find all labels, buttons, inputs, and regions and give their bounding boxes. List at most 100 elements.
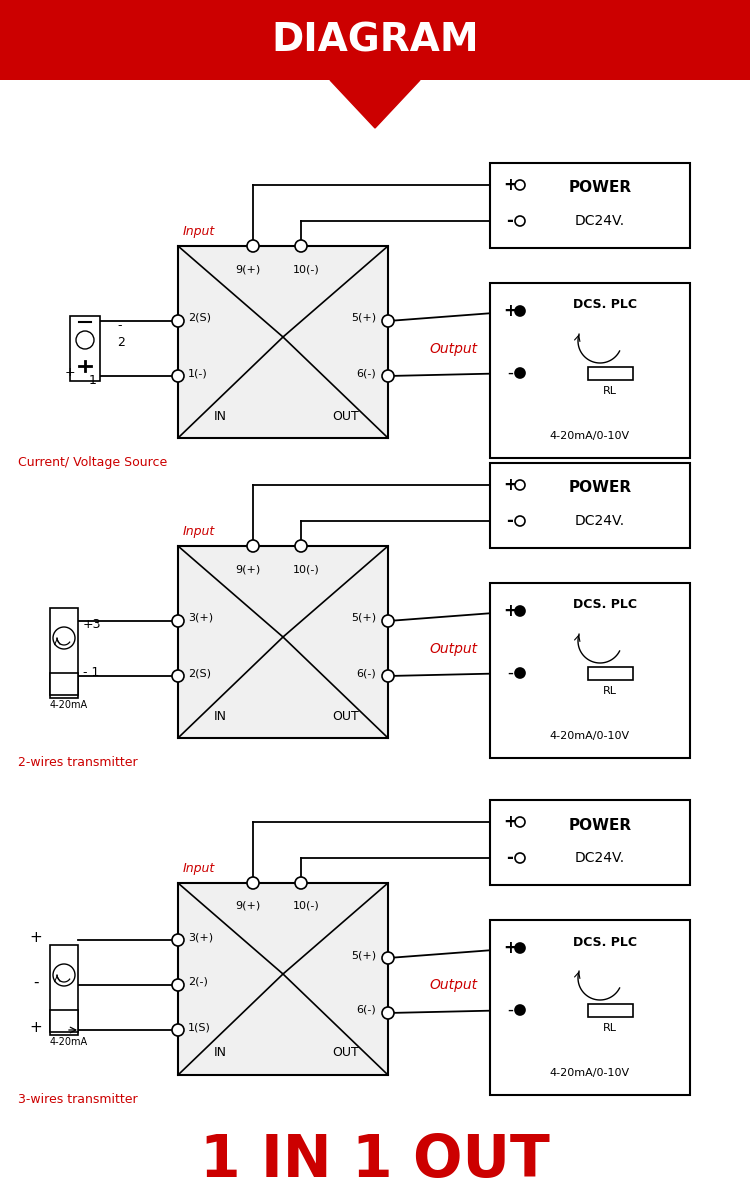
Bar	[587, 667, 632, 680]
Polygon shape	[330, 80, 420, 129]
Text: IN: IN	[214, 410, 226, 423]
Text: 6(-): 6(-)	[356, 368, 376, 378]
Circle shape	[515, 1005, 525, 1015]
Text: OUT: OUT	[333, 410, 359, 423]
Text: 10(-): 10(-)	[292, 264, 320, 274]
Text: -: -	[507, 664, 513, 682]
Text: 2(-): 2(-)	[188, 976, 208, 987]
Text: 4-20mA/0-10V: 4-20mA/0-10V	[550, 731, 630, 741]
Text: +: +	[503, 476, 517, 494]
Text: Current/ Voltage Source: Current/ Voltage Source	[18, 456, 167, 470]
Circle shape	[247, 877, 259, 889]
Text: DC24V.: DC24V.	[575, 852, 625, 865]
Text: +: +	[503, 177, 517, 195]
Circle shape	[515, 180, 525, 190]
Text: 1: 1	[89, 374, 97, 387]
Circle shape	[382, 615, 394, 627]
Text: -: -	[507, 1000, 513, 1018]
Bar	[490, 163, 690, 247]
Text: - 1: - 1	[83, 667, 99, 680]
Circle shape	[515, 607, 525, 616]
Bar	[0, 0, 750, 80]
Text: POWER: POWER	[568, 818, 632, 832]
Text: OUT: OUT	[333, 710, 359, 723]
Circle shape	[515, 943, 525, 954]
Bar	[490, 920, 690, 1095]
Text: 9(+): 9(+)	[236, 264, 261, 274]
Text: +: +	[503, 602, 517, 620]
Circle shape	[172, 615, 184, 627]
Text: DC24V.: DC24V.	[575, 214, 625, 228]
Text: 6(-): 6(-)	[356, 668, 376, 679]
Text: -: -	[117, 319, 122, 333]
Text: OUT: OUT	[333, 1046, 359, 1059]
Text: +: +	[503, 301, 517, 319]
Text: 5(+): 5(+)	[351, 950, 376, 960]
Circle shape	[295, 877, 307, 889]
Circle shape	[382, 370, 394, 382]
Circle shape	[172, 315, 184, 327]
Text: 2-wires transmitter: 2-wires transmitter	[18, 755, 138, 769]
Text: -: -	[33, 974, 39, 990]
Bar	[50, 673, 78, 695]
Text: DC24V.: DC24V.	[575, 514, 625, 528]
Text: RL: RL	[603, 686, 617, 697]
Text: Input: Input	[183, 225, 215, 238]
Circle shape	[382, 952, 394, 964]
Text: 10(-): 10(-)	[292, 564, 320, 574]
Circle shape	[515, 853, 525, 864]
Circle shape	[515, 368, 525, 378]
Bar	[178, 246, 388, 438]
Text: -: -	[506, 512, 514, 530]
Bar	[490, 800, 690, 885]
Bar	[490, 464, 690, 548]
Text: 3(+): 3(+)	[188, 932, 213, 942]
Text: 4-20mA/0-10V: 4-20mA/0-10V	[550, 1068, 630, 1078]
Bar	[587, 366, 632, 380]
Text: DCS. PLC: DCS. PLC	[573, 299, 637, 311]
Text: +: +	[30, 1020, 42, 1034]
Text: POWER: POWER	[568, 480, 632, 496]
Circle shape	[172, 670, 184, 682]
Bar	[178, 546, 388, 737]
Text: Output: Output	[430, 341, 478, 355]
Circle shape	[515, 516, 525, 526]
Text: 10(-): 10(-)	[292, 901, 320, 912]
Text: DCS. PLC: DCS. PLC	[573, 598, 637, 611]
Text: 9(+): 9(+)	[236, 564, 261, 574]
Bar	[50, 1010, 78, 1032]
Text: IN: IN	[214, 1046, 226, 1059]
Text: 4-20mA: 4-20mA	[50, 700, 88, 710]
Circle shape	[53, 627, 75, 649]
Text: 2(S): 2(S)	[188, 668, 211, 679]
Bar	[587, 1004, 632, 1016]
Bar	[50, 945, 78, 1035]
Circle shape	[515, 668, 525, 679]
Circle shape	[515, 306, 525, 316]
Text: RL: RL	[603, 1023, 617, 1033]
Circle shape	[295, 540, 307, 552]
Text: DIAGRAM: DIAGRAM	[272, 20, 478, 59]
Circle shape	[382, 1006, 394, 1018]
Text: 3-wires transmitter: 3-wires transmitter	[18, 1093, 138, 1106]
Text: 1 IN 1 OUT: 1 IN 1 OUT	[200, 1131, 550, 1189]
Bar	[50, 608, 78, 698]
Text: 5(+): 5(+)	[351, 613, 376, 623]
Text: 5(+): 5(+)	[351, 313, 376, 323]
Text: 2: 2	[117, 336, 124, 349]
Circle shape	[515, 216, 525, 226]
Circle shape	[172, 979, 184, 991]
Circle shape	[515, 817, 525, 827]
Text: 9(+): 9(+)	[236, 901, 261, 912]
Text: POWER: POWER	[568, 180, 632, 196]
Circle shape	[172, 1024, 184, 1036]
Circle shape	[295, 240, 307, 252]
Circle shape	[53, 964, 75, 986]
Bar	[70, 316, 100, 381]
Bar	[178, 883, 388, 1075]
Text: 2(S): 2(S)	[188, 313, 211, 323]
Text: Output: Output	[430, 979, 478, 992]
Circle shape	[247, 540, 259, 552]
Text: -: -	[506, 213, 514, 231]
Circle shape	[382, 670, 394, 682]
